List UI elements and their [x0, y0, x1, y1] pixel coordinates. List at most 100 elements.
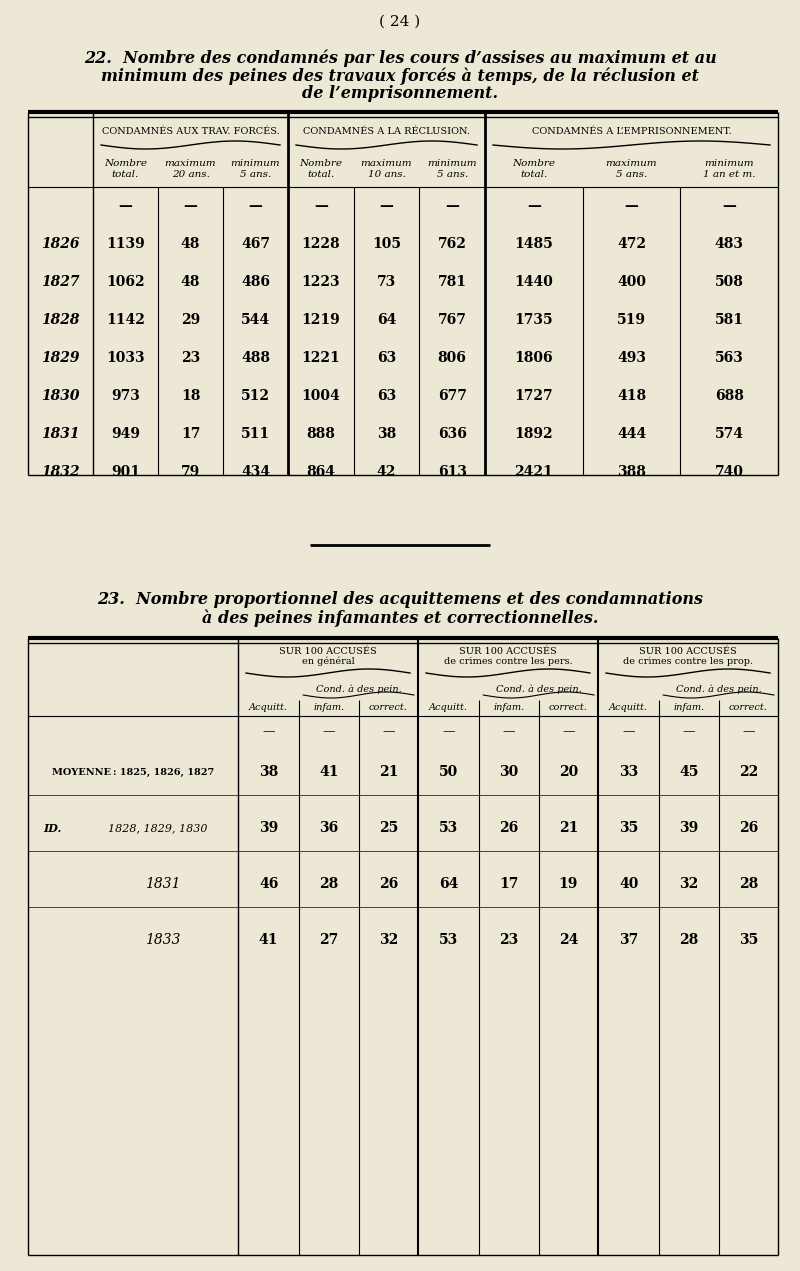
Text: 40: 40: [619, 877, 638, 891]
Text: 28: 28: [738, 877, 758, 891]
Text: 1223: 1223: [302, 275, 340, 289]
Text: 613: 613: [438, 465, 466, 479]
Text: 48: 48: [181, 275, 200, 289]
Text: —: —: [625, 200, 638, 214]
Text: correct.: correct.: [729, 703, 768, 712]
Text: 574: 574: [714, 427, 744, 441]
Text: 888: 888: [306, 427, 335, 441]
Text: Acquitt.: Acquitt.: [609, 703, 648, 712]
Text: 39: 39: [679, 821, 698, 835]
Text: —: —: [314, 200, 328, 214]
Text: ID.: ID.: [43, 822, 62, 834]
Text: 32: 32: [679, 877, 698, 891]
Text: 105: 105: [372, 236, 401, 250]
Text: minimum
5 ans.: minimum 5 ans.: [230, 159, 280, 179]
Text: 1828: 1828: [42, 313, 80, 327]
Text: 472: 472: [617, 236, 646, 250]
Text: 467: 467: [241, 236, 270, 250]
Text: Cond. à des pein.: Cond. à des pein.: [676, 684, 762, 694]
Text: —: —: [262, 726, 275, 738]
Text: minimum
1 an et m.: minimum 1 an et m.: [703, 159, 755, 179]
Text: —: —: [722, 200, 736, 214]
Text: 36: 36: [319, 821, 338, 835]
Text: 1485: 1485: [514, 236, 554, 250]
Text: 20: 20: [558, 765, 578, 779]
Text: Nombre
total.: Nombre total.: [104, 159, 147, 179]
Text: minimum
5 ans.: minimum 5 ans.: [427, 159, 477, 179]
Text: 73: 73: [377, 275, 396, 289]
Text: maximum
20 ans.: maximum 20 ans.: [165, 159, 216, 179]
Text: 1892: 1892: [514, 427, 553, 441]
Text: 1440: 1440: [514, 275, 554, 289]
Text: 21: 21: [378, 765, 398, 779]
Text: de l’emprisonnement.: de l’emprisonnement.: [302, 85, 498, 103]
Text: Nombre
total.: Nombre total.: [512, 159, 555, 179]
Text: 1228: 1228: [302, 236, 340, 250]
Text: 23: 23: [499, 933, 518, 947]
Text: —: —: [382, 726, 394, 738]
Text: Cond. à des pein.: Cond. à des pein.: [316, 684, 402, 694]
Text: —: —: [562, 726, 574, 738]
Text: 1832: 1832: [42, 465, 80, 479]
Text: 63: 63: [377, 389, 396, 403]
Text: 688: 688: [714, 389, 744, 403]
Text: 37: 37: [619, 933, 638, 947]
Text: —: —: [249, 200, 262, 214]
Text: 18: 18: [181, 389, 200, 403]
Text: 1004: 1004: [302, 389, 340, 403]
Text: CONDAMNÉS A LA RÉCLUSION.: CONDAMNÉS A LA RÉCLUSION.: [303, 127, 470, 136]
Text: 25: 25: [378, 821, 398, 835]
Text: SUR 100 ACCUSÉS: SUR 100 ACCUSÉS: [459, 647, 557, 656]
Text: 488: 488: [241, 351, 270, 365]
Text: 23.  Nombre proportionnel des acquittemens et des condamnations: 23. Nombre proportionnel des acquittemen…: [97, 591, 703, 609]
Text: 1062: 1062: [106, 275, 145, 289]
Text: minimum des peines des travaux forcés à temps, de la réclusion et: minimum des peines des travaux forcés à …: [101, 67, 699, 85]
Text: CONDAMNÉS AUX TRAV. FORCÉS.: CONDAMNÉS AUX TRAV. FORCÉS.: [102, 127, 279, 136]
Text: 1830: 1830: [42, 389, 80, 403]
Text: 1829: 1829: [42, 351, 80, 365]
Text: 1831: 1831: [146, 877, 181, 891]
Text: Acquitt.: Acquitt.: [429, 703, 468, 712]
Text: 35: 35: [738, 933, 758, 947]
Text: 24: 24: [558, 933, 578, 947]
Text: 26: 26: [378, 877, 398, 891]
Text: 64: 64: [377, 313, 396, 327]
Text: 1833: 1833: [146, 933, 181, 947]
Text: 1139: 1139: [106, 236, 145, 250]
Text: 1221: 1221: [302, 351, 340, 365]
Text: 806: 806: [438, 351, 466, 365]
Text: —: —: [118, 200, 133, 214]
Text: 27: 27: [319, 933, 338, 947]
Text: 864: 864: [306, 465, 335, 479]
Text: MOYENNE : 1825, 1826, 1827: MOYENNE : 1825, 1826, 1827: [52, 768, 214, 777]
Text: Cond. à des pein.: Cond. à des pein.: [496, 684, 582, 694]
Text: 762: 762: [438, 236, 466, 250]
Text: 677: 677: [438, 389, 466, 403]
Text: 1142: 1142: [106, 313, 145, 327]
Text: 35: 35: [619, 821, 638, 835]
Text: —: —: [379, 200, 394, 214]
Text: 22: 22: [738, 765, 758, 779]
Text: 1828, 1829, 1830: 1828, 1829, 1830: [108, 824, 208, 833]
Text: 29: 29: [181, 313, 200, 327]
Text: 17: 17: [181, 427, 200, 441]
Text: infam.: infam.: [674, 703, 705, 712]
Text: correct.: correct.: [549, 703, 588, 712]
Text: 1727: 1727: [514, 389, 553, 403]
Text: 28: 28: [319, 877, 338, 891]
Text: 53: 53: [439, 933, 458, 947]
Text: —: —: [322, 726, 335, 738]
Text: 45: 45: [679, 765, 698, 779]
Text: 39: 39: [259, 821, 278, 835]
Text: 519: 519: [617, 313, 646, 327]
Text: 22.  Nombre des condamnés par les cours d’assises au maximum et au: 22. Nombre des condamnés par les cours d…: [84, 50, 716, 67]
Text: infam.: infam.: [314, 703, 345, 712]
Text: 41: 41: [259, 933, 278, 947]
Text: —: —: [682, 726, 695, 738]
Text: 46: 46: [259, 877, 278, 891]
Text: —: —: [446, 200, 459, 214]
Text: 512: 512: [241, 389, 270, 403]
Text: 388: 388: [617, 465, 646, 479]
Text: à des peines infamantes et correctionnelles.: à des peines infamantes et correctionnel…: [202, 609, 598, 627]
Text: Acquitt.: Acquitt.: [249, 703, 288, 712]
